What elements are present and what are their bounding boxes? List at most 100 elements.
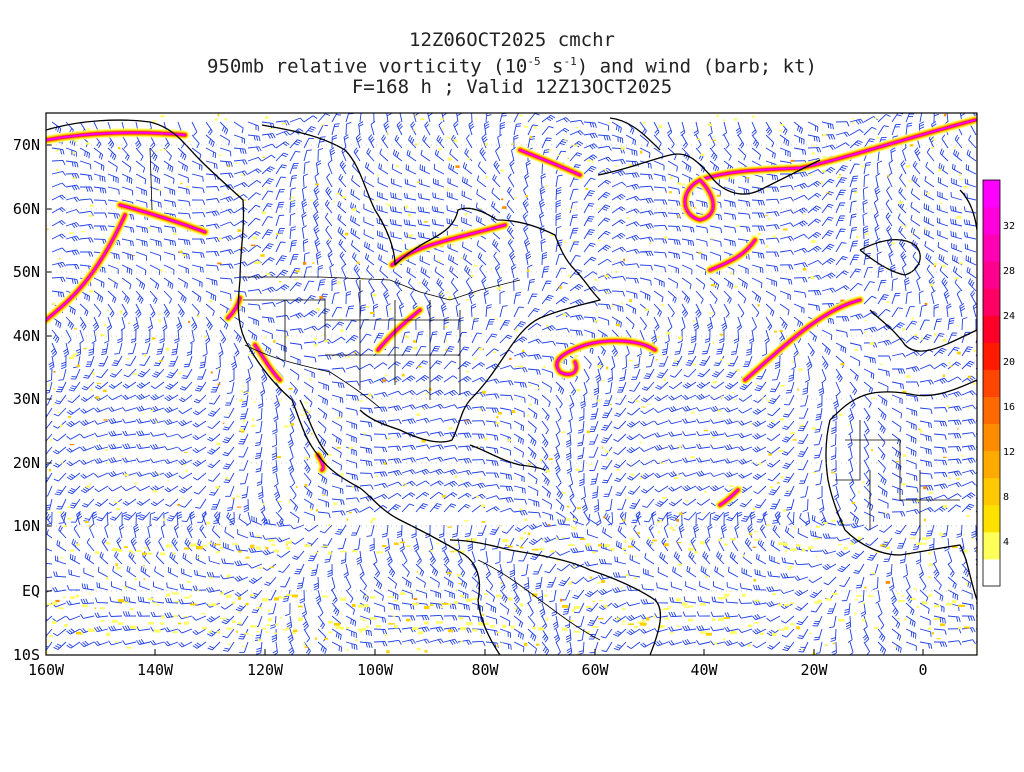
- wind-barb: [577, 459, 585, 473]
- vorticity-speckle: [405, 335, 410, 339]
- wind-barb: [443, 360, 457, 370]
- vorticity-speckle: [803, 214, 806, 215]
- vorticity-speckle: [106, 576, 109, 580]
- wind-barb: [391, 163, 403, 175]
- wind-barb: [677, 329, 683, 344]
- wind-barb: [289, 117, 304, 123]
- wind-barb: [222, 420, 235, 431]
- wind-barb: [667, 160, 678, 172]
- wind-barb: [626, 420, 641, 428]
- wind-barb: [779, 290, 791, 300]
- vorticity-speckle: [594, 279, 598, 281]
- wind-barb: [682, 457, 697, 463]
- wind-barb: [121, 147, 130, 161]
- vorticity-speckle: [523, 642, 528, 646]
- vorticity-speckle: [523, 532, 527, 535]
- vorticity-speckle: [220, 546, 224, 550]
- wind-barb: [603, 394, 613, 406]
- wind-barb: [417, 206, 431, 214]
- vorticity-speckle: [664, 543, 669, 547]
- vorticity-speckle: [292, 594, 298, 598]
- vorticity-speckle: [446, 136, 451, 139]
- vorticity-speckle: [598, 207, 601, 210]
- wind-barb: [765, 316, 773, 331]
- wind-barb: [807, 303, 821, 311]
- wind-barb: [429, 331, 438, 344]
- wind-barb: [233, 134, 245, 144]
- wind-barb: [66, 420, 81, 428]
- wind-barb: [639, 134, 649, 147]
- wind-barb: [179, 381, 193, 391]
- wind-barb: [366, 524, 375, 537]
- wind-barb: [891, 307, 903, 318]
- wind-barb: [387, 470, 402, 477]
- wind-barb: [390, 192, 403, 201]
- wind-barb: [233, 182, 248, 188]
- wind-barb: [499, 459, 512, 469]
- vorticity-speckle: [779, 418, 785, 421]
- wind-barb: [247, 231, 261, 240]
- wind-barb: [833, 394, 839, 409]
- wind-barb: [222, 433, 235, 444]
- vorticity-speckle: [222, 422, 225, 425]
- wind-barb: [835, 177, 847, 188]
- vorticity-speckle: [562, 537, 565, 539]
- wind-barb: [258, 394, 264, 409]
- vorticity-speckle: [598, 544, 603, 547]
- wind-barb: [101, 342, 109, 356]
- vorticity-speckle: [88, 592, 91, 595]
- wind-barb: [951, 254, 963, 266]
- wind-barb: [933, 377, 948, 384]
- wind-barb: [877, 113, 891, 123]
- wind-barb: [219, 235, 234, 242]
- lat-label: 10N: [13, 517, 40, 535]
- vorticity-speckle: [67, 517, 72, 520]
- wind-barb: [424, 121, 431, 136]
- lat-label: 60N: [13, 200, 40, 218]
- vorticity-speckle: [700, 211, 702, 214]
- wind-barb: [751, 134, 760, 149]
- vorticity-speckle: [55, 149, 59, 152]
- wind-barb: [863, 368, 875, 379]
- vorticity-speckle: [580, 538, 586, 540]
- wind-barb: [168, 355, 179, 367]
- wind-barb: [419, 164, 431, 175]
- vorticity-speckle: [562, 627, 568, 631]
- wind-barb: [149, 303, 156, 318]
- wind-barb: [877, 355, 892, 361]
- wind-barb: [420, 149, 431, 162]
- vorticity-speckle: [652, 539, 657, 542]
- wind-barb: [56, 381, 67, 393]
- vorticity-speckle: [952, 599, 957, 604]
- wind-barb: [377, 242, 389, 253]
- wind-barb: [443, 431, 458, 438]
- wind-barb: [919, 319, 930, 331]
- wind-barb: [80, 433, 95, 439]
- wind-barb: [629, 381, 641, 392]
- wind-barb: [261, 178, 274, 188]
- wind-barb: [933, 303, 939, 318]
- wind-barb: [814, 420, 823, 433]
- vorticity-speckle: [780, 384, 785, 388]
- wind-barb: [191, 212, 206, 218]
- vorticity-speckle: [934, 604, 941, 608]
- vorticity-speckle: [520, 546, 524, 549]
- wind-barb: [149, 264, 161, 276]
- vorticity-speckle: [922, 601, 927, 605]
- wind-barb: [681, 147, 690, 161]
- wind-barb: [275, 164, 287, 175]
- wind-barb: [65, 222, 80, 229]
- wind-barb: [799, 513, 809, 526]
- wind-barb: [135, 303, 142, 318]
- wind-barb: [163, 264, 175, 275]
- wind-barb: [765, 198, 780, 204]
- wind-barb: [477, 524, 487, 536]
- wind-barb: [641, 381, 655, 391]
- vorticity-speckle: [100, 620, 105, 622]
- wind-barb: [453, 290, 459, 305]
- vorticity-speckle: [460, 640, 463, 643]
- wind-barb: [261, 166, 275, 175]
- vorticity-speckle: [876, 136, 880, 139]
- wind-barb: [364, 241, 375, 253]
- vorticity-speckle: [942, 504, 948, 508]
